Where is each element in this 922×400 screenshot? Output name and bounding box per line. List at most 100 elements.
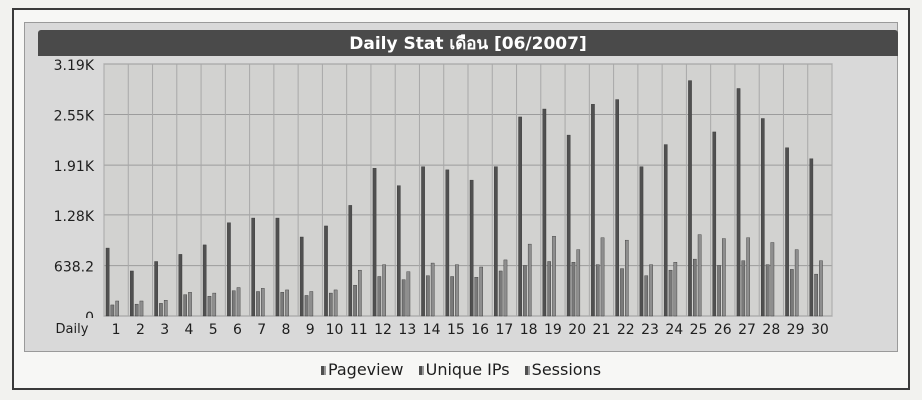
legend-swatch-icon	[418, 366, 424, 375]
bar-sessions	[309, 291, 314, 317]
x-tick-label: 10	[326, 322, 344, 338]
bar-sessions	[794, 249, 799, 317]
bar-unique-ips	[183, 294, 188, 317]
x-tick-label: 12	[374, 322, 392, 338]
bar-pageview	[518, 116, 522, 317]
bar-unique-ips	[329, 292, 333, 317]
y-tick-label: 1.28K	[54, 209, 95, 225]
x-tick-label: 25	[690, 322, 708, 338]
bar-unique-ips	[498, 270, 503, 317]
bar-sessions	[746, 237, 750, 317]
x-axis-label: Daily	[56, 322, 89, 337]
bar-pageview	[227, 222, 231, 317]
bar-pageview	[736, 88, 741, 317]
bar-pageview	[809, 158, 814, 317]
bar-sessions	[673, 262, 678, 317]
bar-unique-ips	[231, 290, 236, 317]
bar-pageview	[663, 144, 668, 317]
x-tick-label: 18	[520, 322, 538, 338]
legend-swatch-icon	[524, 366, 530, 375]
bar-sessions	[261, 288, 265, 317]
bar-sessions	[430, 262, 435, 317]
x-tick-label: 22	[617, 322, 635, 338]
bar-sessions	[382, 264, 386, 317]
bar-unique-ips	[110, 304, 115, 317]
y-tick-label: 2.55K	[54, 109, 95, 125]
x-tick-label: 19	[544, 322, 562, 338]
bar-unique-ips	[377, 276, 382, 317]
bar-pageview	[178, 254, 183, 317]
x-tick-label: 24	[665, 322, 683, 338]
chart-legend: Pageview Unique IPs Sessions	[0, 360, 922, 379]
x-tick-label: 11	[350, 322, 368, 338]
bar-sessions	[479, 266, 484, 317]
x-tick-label: 30	[811, 322, 829, 338]
bar-unique-ips	[790, 269, 794, 317]
x-tick-label: 1	[112, 322, 121, 338]
bar-sessions	[552, 236, 556, 317]
bar-sessions	[600, 237, 605, 317]
legend-label: Pageview	[327, 360, 404, 379]
x-tick-label: 13	[398, 322, 416, 338]
chart-title-bar: Daily Stat เดือน [06/2007]	[38, 30, 898, 56]
bar-pageview	[712, 131, 717, 317]
legend-label: Unique IPs	[425, 360, 510, 379]
bar-unique-ips	[620, 268, 624, 317]
bar-unique-ips	[765, 264, 770, 317]
x-axis-band	[40, 318, 832, 336]
x-tick-label: 28	[762, 322, 780, 338]
bar-sessions	[455, 264, 459, 317]
bar-sessions	[697, 234, 702, 317]
bar-sessions	[212, 292, 217, 317]
bar-sessions	[406, 271, 411, 317]
bar-unique-ips	[668, 269, 673, 317]
bar-pageview	[130, 270, 134, 317]
bar-sessions	[285, 289, 289, 317]
bar-pageview	[348, 205, 353, 317]
y-tick-label: 3.19K	[54, 58, 95, 74]
chart-title: Daily Stat เดือน [06/2007]	[349, 33, 587, 54]
x-tick-label: 2	[136, 322, 145, 338]
x-tick-label: 5	[209, 322, 218, 338]
bar-sessions	[527, 243, 532, 317]
bar-unique-ips	[426, 275, 430, 317]
bar-unique-ips	[644, 275, 649, 317]
bar-unique-ips	[474, 277, 479, 317]
bar-unique-ips	[159, 303, 163, 317]
bar-pageview	[251, 217, 256, 317]
bar-sessions	[236, 287, 241, 317]
x-tick-label: 20	[568, 322, 586, 338]
bar-unique-ips	[814, 273, 818, 317]
bar-unique-ips	[207, 296, 212, 317]
bar-sessions	[576, 249, 581, 317]
bar-sessions	[333, 289, 338, 317]
y-tick-label: 1.91K	[54, 159, 95, 175]
bar-unique-ips	[693, 258, 697, 317]
bar-sessions	[163, 300, 168, 317]
bar-pageview	[299, 236, 304, 317]
x-tick-label: 3	[160, 322, 169, 338]
bar-pageview	[105, 247, 110, 317]
bar-pageview	[761, 118, 765, 317]
x-tick-label: 27	[738, 322, 756, 338]
bar-unique-ips	[450, 276, 454, 317]
x-tick-label: 14	[423, 322, 441, 338]
y-tick-label: 638.2	[54, 260, 94, 276]
x-tick-label: 9	[306, 322, 315, 338]
bar-unique-ips	[353, 284, 357, 317]
bar-sessions	[115, 300, 119, 317]
x-tick-label: 21	[593, 322, 611, 338]
legend-item-unique-ips: Unique IPs	[418, 360, 510, 379]
bar-pageview	[421, 166, 425, 317]
bar-unique-ips	[547, 261, 551, 317]
bar-sessions	[503, 259, 508, 317]
bar-pageview	[639, 166, 644, 317]
bar-pageview	[372, 168, 377, 317]
bar-pageview	[688, 80, 692, 317]
bar-pageview	[154, 261, 158, 317]
x-tick-label: 8	[282, 322, 291, 338]
bar-sessions	[649, 264, 653, 317]
bar-pageview	[445, 169, 450, 317]
bar-unique-ips	[401, 279, 406, 317]
